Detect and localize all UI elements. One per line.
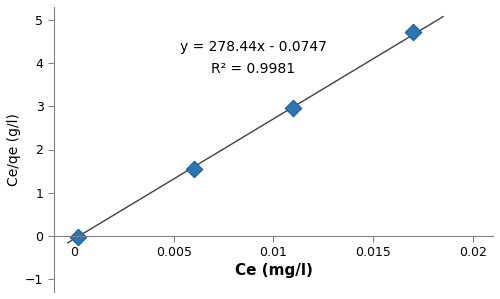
Point xyxy=(409,30,417,34)
Text: y = 278.44x - 0.0747: y = 278.44x - 0.0747 xyxy=(180,40,327,54)
Point xyxy=(74,235,82,239)
X-axis label: Ce (mg/l): Ce (mg/l) xyxy=(234,263,312,278)
Text: R² = 0.9981: R² = 0.9981 xyxy=(212,62,296,76)
Point xyxy=(190,167,198,171)
Y-axis label: Ce/qe (g/l): Ce/qe (g/l) xyxy=(7,113,21,186)
Point xyxy=(290,106,298,111)
